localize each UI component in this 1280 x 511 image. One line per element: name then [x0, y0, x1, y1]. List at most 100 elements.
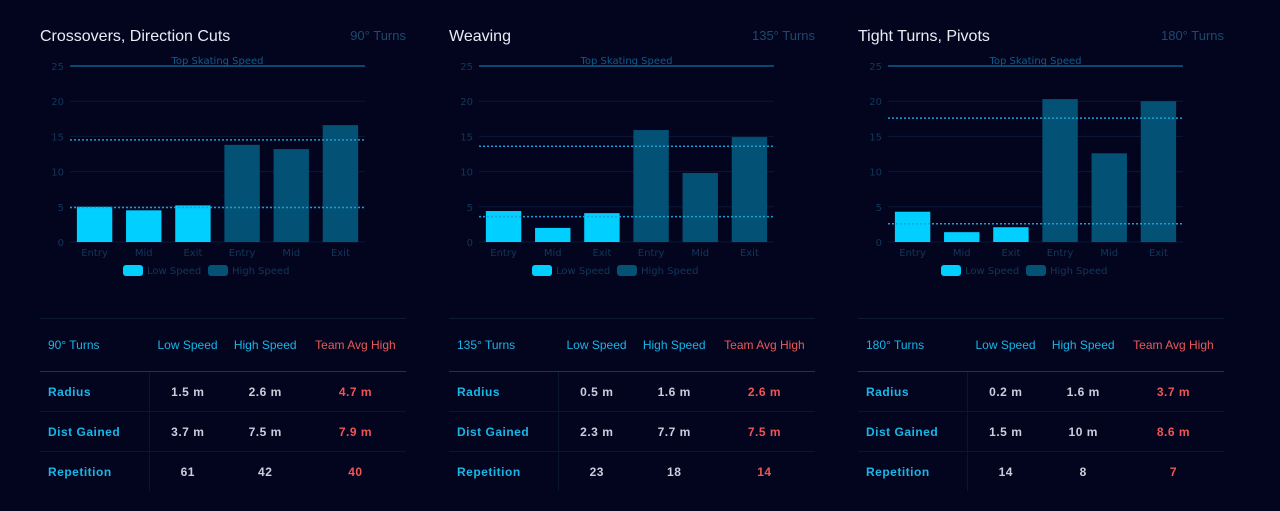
- legend-swatch-high: [617, 265, 637, 276]
- cell-low: 0.2 m: [967, 371, 1044, 412]
- bar-high-speed-mid[interactable]: [1091, 153, 1127, 242]
- table-row: Dist Gained 1.5 m 10 m 8.6 m: [858, 411, 1224, 452]
- header-high: High Speed: [1043, 318, 1123, 372]
- stats-table: 90° Turns Low Speed High Speed Team Avg …: [40, 318, 406, 491]
- header-avg: Team Avg High: [713, 318, 815, 372]
- legend-label-high[interactable]: High Speed: [232, 266, 290, 277]
- table-row: Repetition 61 42 40: [40, 451, 406, 491]
- table-row: Radius 0.2 m 1.6 m 3.7 m: [858, 371, 1224, 412]
- bar-high-speed-mid[interactable]: [682, 173, 718, 242]
- cell-high: 42: [258, 464, 273, 479]
- row-label: Repetition: [858, 451, 968, 491]
- panel-title: Crossovers, Direction Cuts: [40, 28, 231, 45]
- legend: Low Speed High Speed: [532, 265, 699, 277]
- row-label: Dist Gained: [40, 411, 150, 452]
- cell-avg: 4.7 m: [304, 371, 406, 412]
- cell-avg: 7.9 m: [304, 411, 406, 452]
- y-tick-label: 15: [51, 132, 64, 143]
- legend-label-high[interactable]: High Speed: [641, 266, 699, 277]
- panel-2: Weaving 135° Turns 135° Turns Low Speed …: [449, 0, 815, 511]
- table-row: Radius 0.5 m 1.6 m 2.6 m: [449, 371, 815, 412]
- legend-swatch-low: [532, 265, 552, 276]
- stats-table: 135° Turns Low Speed High Speed Team Avg…: [449, 318, 815, 491]
- cell-avg: 7: [1169, 464, 1178, 479]
- bar-chart: 0 5 10 15 20 25 Entry Mid Exit Entry Mid Exit Top Sk…: [869, 56, 1183, 277]
- bar-low-speed-mid[interactable]: [944, 232, 980, 242]
- x-tick-label: Entry: [490, 248, 517, 259]
- x-tick-label: Mid: [282, 248, 300, 259]
- panel-3: Tight Turns, Pivots 180° Turns 180° Turn…: [858, 0, 1224, 511]
- cell-high: 2.6 m: [225, 371, 305, 412]
- bar-low-speed-entry[interactable]: [894, 211, 931, 242]
- panel-title: Weaving: [449, 28, 511, 45]
- row-label: Dist Gained: [858, 411, 968, 452]
- legend-label-high[interactable]: High Speed: [1050, 266, 1108, 277]
- y-tick-label: 20: [869, 97, 882, 108]
- y-tick-label: 5: [876, 203, 882, 214]
- header-low: Low Speed: [558, 318, 635, 372]
- header-low: Low Speed: [967, 318, 1044, 372]
- bar-low-speed-mid[interactable]: [535, 227, 571, 242]
- row-label: Radius: [858, 371, 968, 412]
- bar-chart: 0 5 10 15 20 25 Entry Mid Exit Entry Mid Exit Top Sk…: [460, 56, 774, 277]
- y-tick-label: 10: [460, 168, 473, 179]
- y-tick-label: 5: [467, 203, 473, 214]
- bar-low-speed-exit[interactable]: [584, 213, 620, 242]
- header-high: High Speed: [634, 318, 714, 372]
- header-avg: Team Avg High: [304, 318, 406, 372]
- legend-swatch-low: [941, 265, 961, 276]
- bar-high-speed-entry[interactable]: [224, 144, 260, 242]
- legend-swatch-high: [1026, 265, 1046, 276]
- table-row: Dist Gained 2.3 m 7.7 m 7.5 m: [449, 411, 815, 452]
- x-tick-label: Mid: [953, 248, 971, 259]
- cell-avg: 8.6 m: [1122, 411, 1224, 452]
- legend-label-low[interactable]: Low Speed: [147, 266, 201, 277]
- y-tick-label: 5: [58, 203, 64, 214]
- panel-subtitle: 90° Turns: [350, 28, 406, 43]
- bar-low-speed-entry[interactable]: [76, 206, 113, 242]
- y-tick-label: 10: [869, 168, 882, 179]
- cell-high: 7.7 m: [634, 411, 714, 452]
- cell-high: 1.6 m: [634, 371, 714, 412]
- panel-subtitle: 135° Turns: [751, 28, 815, 43]
- y-tick-label: 25: [460, 62, 473, 73]
- table-header-row: 135° Turns Low Speed High Speed Team Avg…: [449, 318, 815, 372]
- table-corner: 180° Turns: [858, 318, 968, 372]
- x-tick-label: Mid: [544, 248, 562, 259]
- table-row: Repetition 23 18 14: [449, 451, 815, 491]
- legend-label-low[interactable]: Low Speed: [556, 266, 610, 277]
- y-tick-label: 20: [460, 97, 473, 108]
- legend-swatch-low: [123, 265, 143, 276]
- y-tick-label: 15: [869, 132, 882, 143]
- bar-high-speed-entry[interactable]: [633, 130, 669, 242]
- y-tick-label: 15: [460, 132, 473, 143]
- bar-high-speed-exit[interactable]: [731, 137, 768, 242]
- cell-avg: 40: [348, 464, 363, 479]
- cell-low: 1.5 m: [149, 371, 226, 412]
- header-low: Low Speed: [149, 318, 226, 372]
- bar-high-speed-mid[interactable]: [273, 149, 309, 242]
- row-label: Radius: [449, 371, 559, 412]
- cell-avg: 3.7 m: [1122, 371, 1224, 412]
- bar-high-speed-exit[interactable]: [1140, 101, 1177, 242]
- cell-high: 7.5 m: [225, 411, 305, 452]
- x-tick-label: Exit: [1001, 248, 1020, 259]
- cell-low: 1.5 m: [967, 411, 1044, 452]
- bar-high-speed-entry[interactable]: [1042, 99, 1078, 242]
- bar-low-speed-mid[interactable]: [126, 210, 162, 242]
- cell-high: 1.6 m: [1043, 371, 1123, 412]
- bar-low-speed-entry[interactable]: [485, 211, 522, 242]
- legend-label-low[interactable]: Low Speed: [965, 266, 1019, 277]
- bar-low-speed-exit[interactable]: [175, 205, 211, 242]
- x-tick-label: Mid: [691, 248, 709, 259]
- y-tick-label: 0: [58, 238, 64, 249]
- y-tick-label: 10: [51, 168, 64, 179]
- x-tick-label: Entry: [81, 248, 108, 259]
- bar-high-speed-exit[interactable]: [322, 125, 359, 242]
- bar-low-speed-exit[interactable]: [993, 227, 1029, 242]
- y-tick-label: 20: [51, 97, 64, 108]
- panel-subtitle: 180° Turns: [1160, 28, 1224, 43]
- cell-avg: 7.5 m: [713, 411, 815, 452]
- header-high: High Speed: [225, 318, 305, 372]
- cell-high: 10 m: [1043, 411, 1123, 452]
